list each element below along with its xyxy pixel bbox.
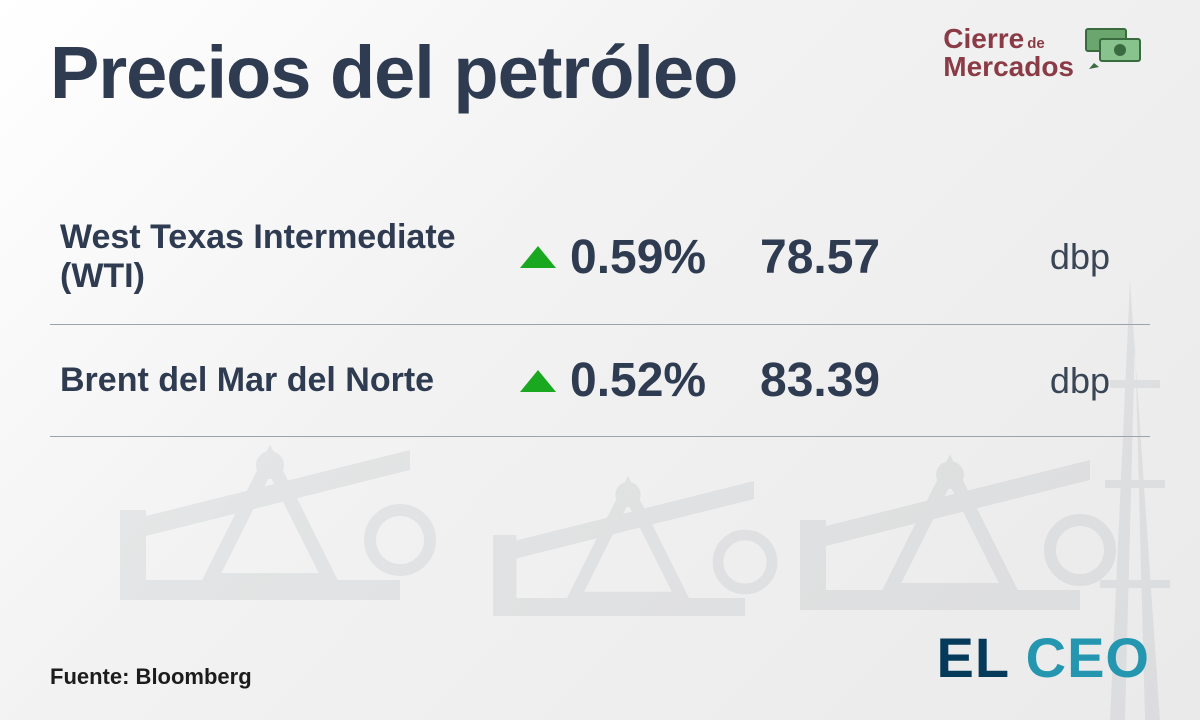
price-value: 83.39 (760, 353, 990, 408)
logo-left: EL (937, 626, 1026, 689)
price-unit: dbp (990, 360, 1140, 402)
percent-change: 0.52% (570, 353, 760, 408)
brand-line1: Cierre (943, 23, 1024, 54)
price-unit: dbp (990, 236, 1140, 278)
source-text: Fuente: Bloomberg (50, 664, 252, 690)
price-table: West Texas Intermediate (WTI) 0.59% 78.5… (50, 190, 1150, 437)
brand-de: de (1027, 35, 1045, 52)
footer: Fuente: Bloomberg EL CEO (50, 625, 1150, 690)
money-icon (1080, 25, 1150, 76)
table-row: West Texas Intermediate (WTI) 0.59% 78.5… (50, 190, 1150, 325)
percent-change: 0.59% (570, 230, 760, 285)
commodity-name: West Texas Intermediate (WTI) (60, 218, 520, 296)
page-title: Precios del petróleo (50, 30, 737, 115)
logo-right: CEO (1026, 626, 1150, 689)
brand-line2: Mercados (943, 53, 1074, 81)
arrow-up-icon (520, 370, 556, 392)
brand-badge: Cierrede Mercados (943, 25, 1150, 81)
header: Precios del petróleo Cierrede Mercados (50, 30, 1150, 115)
publisher-logo: EL CEO (937, 625, 1150, 690)
price-value: 78.57 (760, 230, 990, 285)
commodity-name: Brent del Mar del Norte (60, 361, 520, 400)
table-row: Brent del Mar del Norte 0.52% 83.39 dbp (50, 325, 1150, 437)
arrow-up-icon (520, 246, 556, 268)
